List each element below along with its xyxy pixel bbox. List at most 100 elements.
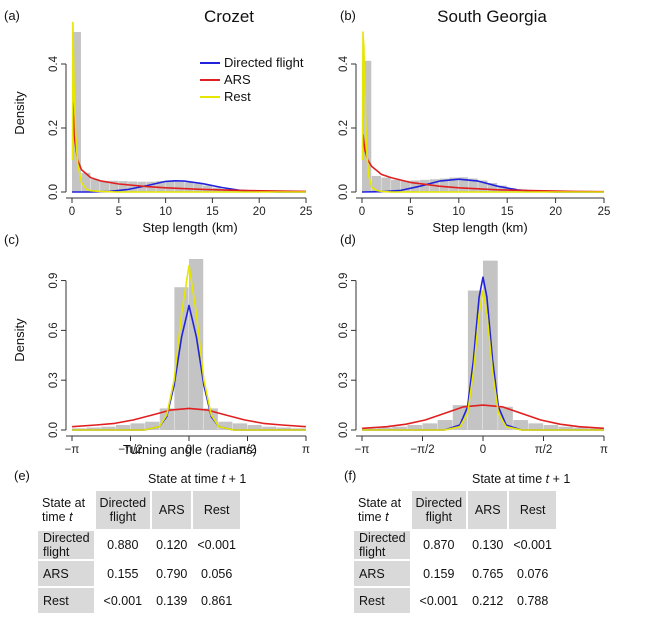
histogram-bar	[468, 178, 478, 192]
histogram-bar	[487, 183, 498, 192]
x-tick-label: 5	[407, 206, 413, 218]
x-tick-label: 10	[159, 206, 172, 218]
x-tick-label: π/2	[535, 444, 553, 456]
histogram-bar	[391, 179, 401, 192]
legend-label: ARS	[224, 72, 251, 87]
density-curve-rest	[361, 31, 604, 193]
histogram-bar	[156, 181, 166, 192]
y-tick-label: 0.0	[338, 422, 350, 438]
histogram-bar	[262, 426, 277, 430]
histogram-bar	[377, 427, 392, 430]
x-tick-label: 25	[598, 206, 611, 218]
histogram-bar	[118, 181, 128, 192]
table-cell: 0.880	[95, 531, 151, 559]
histogram-bar	[362, 428, 377, 430]
table-cell: 0.212	[468, 588, 508, 613]
histogram-bar	[203, 408, 218, 430]
y-tick-label: 0.3	[48, 372, 60, 388]
x-tick-label: −π	[65, 444, 80, 456]
row-label: Directed flight	[354, 531, 410, 559]
table-cell: 0.155	[95, 561, 151, 586]
histogram-bar	[439, 178, 449, 192]
histogram-bar	[543, 425, 559, 430]
column-header: ARS	[468, 491, 508, 529]
histogram-bar	[86, 427, 101, 430]
density-curve-ars	[72, 407, 306, 428]
histogram-bar	[528, 423, 544, 430]
table-letter: (f)	[344, 468, 357, 483]
density-curve-ars	[72, 102, 307, 193]
table-row: Directed flight 0.870 0.130 <0.001	[354, 531, 556, 559]
histogram-bar	[101, 426, 116, 430]
row-label: Rest	[38, 588, 94, 613]
table-row: Rest <0.001 0.139 0.861	[38, 588, 240, 613]
x-tick-label: −π/2	[118, 444, 142, 456]
panel-letter: (a)	[4, 8, 20, 23]
table-row: ARS 0.155 0.790 0.056	[38, 561, 240, 586]
transition-matrix: State at time t Directed flight ARS Rest…	[36, 489, 242, 615]
table-row: Directed flight 0.880 0.120 <0.001	[38, 531, 240, 559]
x-tick-label: −π	[355, 444, 370, 456]
table-title: State at time t + 1	[472, 472, 571, 486]
histogram-bar	[276, 427, 291, 430]
histogram-bar	[588, 428, 604, 430]
x-tick-label: π/2	[239, 444, 257, 456]
y-tick-label: 0.6	[338, 322, 350, 338]
table-title: State at time t + 1	[148, 472, 247, 486]
table-row: ARS 0.159 0.765 0.076	[354, 561, 556, 586]
y-tick-label: 0.0	[338, 184, 350, 200]
legend-label: Directed flight	[224, 55, 304, 70]
histogram-bar	[81, 172, 91, 192]
histogram-bar	[100, 180, 110, 192]
histogram-bar	[558, 426, 574, 430]
histogram-bar	[449, 177, 459, 192]
table-header-row: State at time t Directed flight ARS Rest	[354, 491, 556, 529]
histogram-bar	[381, 177, 391, 192]
legend: Directed flight ARS Rest	[200, 55, 304, 104]
histogram-bar	[90, 179, 100, 192]
histogram-bar	[218, 421, 233, 430]
histogram-bar	[407, 425, 423, 430]
x-tick-label: −π/2	[410, 444, 434, 456]
histogram-bar	[232, 423, 248, 430]
row-label: ARS	[38, 561, 94, 586]
row-label: Rest	[354, 588, 410, 613]
x-tick-label: π	[600, 444, 608, 456]
column-header: Rest	[193, 491, 240, 529]
table-corner-label: State at time t	[358, 496, 402, 524]
x-tick-label: 15	[501, 206, 514, 218]
histogram-bar	[513, 420, 528, 430]
y-axis-label: Density	[12, 318, 27, 362]
density-curve-rest	[71, 21, 306, 193]
histogram-bar	[400, 180, 410, 192]
histogram-bar	[72, 32, 81, 192]
table-cell: 0.788	[509, 588, 556, 613]
x-tick-label: 0	[186, 444, 192, 456]
histogram-bar	[247, 425, 262, 430]
histogram-bar	[130, 423, 145, 430]
table-cell: 0.790	[152, 561, 192, 586]
panel-title: Crozet	[204, 7, 254, 26]
y-tick-label: 0.4	[338, 55, 350, 72]
table-cell: 0.159	[411, 561, 467, 586]
x-tick-label: π	[302, 444, 310, 456]
histogram-bar	[72, 428, 87, 430]
table-cell: 0.056	[193, 561, 240, 586]
y-tick-label: 0.6	[48, 322, 60, 338]
row-label: ARS	[354, 561, 410, 586]
density-curve-directed-flight	[362, 276, 604, 431]
histogram-bar	[371, 176, 381, 192]
histogram-bar	[145, 421, 160, 430]
histogram-bar	[184, 182, 194, 192]
table-cell: 0.139	[152, 588, 192, 613]
x-tick-label: 20	[253, 206, 266, 218]
density-curve-ars	[362, 404, 604, 430]
x-tick-label: 5	[116, 206, 122, 218]
table-cell: <0.001	[95, 588, 151, 613]
table-cell: 0.120	[152, 531, 192, 559]
x-tick-label: 20	[549, 206, 562, 218]
histogram-bar	[165, 181, 175, 192]
x-tick-label: 15	[206, 206, 219, 218]
transition-matrix: State at time t Directed flight ARS Rest…	[352, 489, 558, 615]
table-cell: 0.870	[411, 531, 467, 559]
